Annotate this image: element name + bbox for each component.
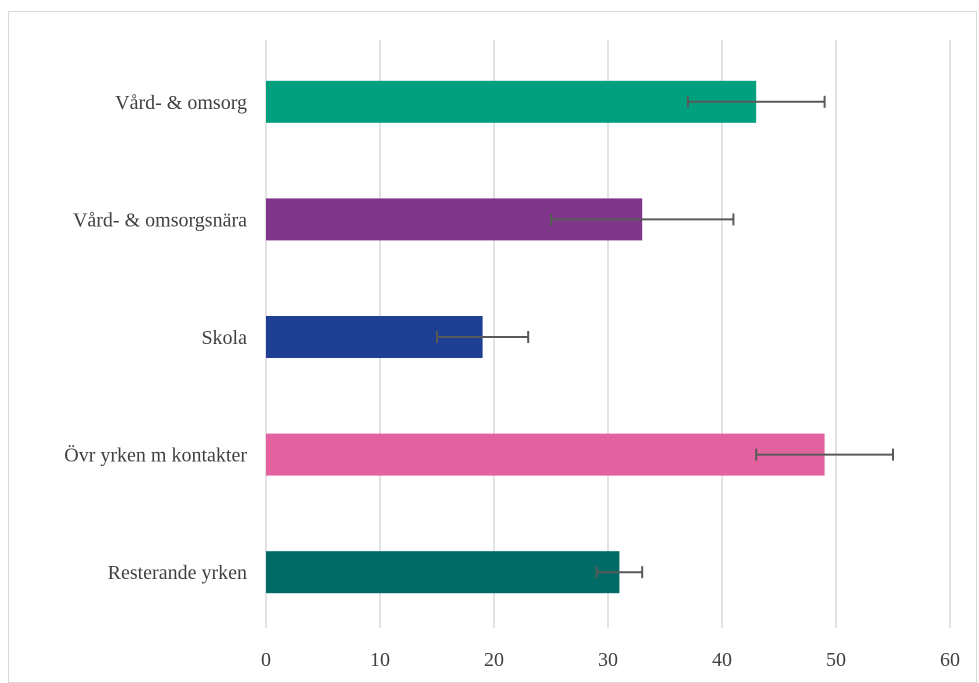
x-tick-label-0: 0 — [261, 649, 271, 671]
x-tick-label-40: 40 — [712, 649, 732, 671]
bar-5 — [266, 551, 620, 594]
bar-4 — [266, 433, 825, 476]
x-tick-label-10: 10 — [370, 649, 390, 671]
category-label-1: Vård- & omsorg — [115, 92, 247, 114]
bar-1 — [266, 80, 757, 123]
category-label-4: Övr yrken m kontakter — [64, 444, 247, 467]
category-label-3: Skola — [201, 327, 247, 349]
x-tick-label-60: 60 — [940, 649, 960, 671]
x-tick-label-30: 30 — [598, 649, 618, 671]
category-label-2: Vård- & omsorgsnära — [73, 209, 247, 231]
category-label-5: Resterande yrken — [108, 562, 247, 584]
x-tick-label-50: 50 — [826, 649, 846, 671]
x-tick-label-20: 20 — [484, 649, 504, 671]
